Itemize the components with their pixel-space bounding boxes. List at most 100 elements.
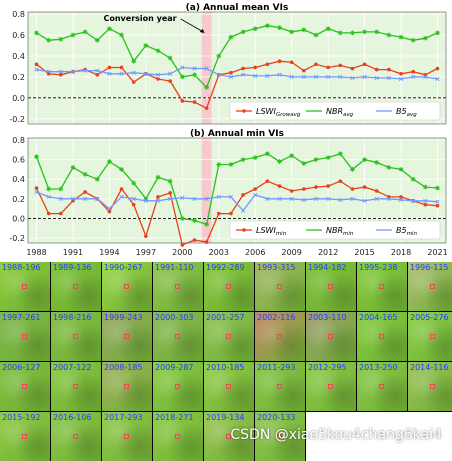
data-point (107, 26, 112, 32)
legend-label: NBRavg (326, 107, 354, 118)
data-point (374, 160, 380, 165)
thumbnail-label: 2020-133 (257, 413, 296, 422)
data-point (398, 167, 404, 172)
sample-marker (379, 384, 384, 389)
data-point (386, 196, 392, 201)
data-point (326, 184, 330, 188)
data-point (119, 65, 124, 70)
data-point (338, 179, 343, 183)
thumbnail-tile: 2010-185 (204, 362, 254, 411)
data-point (70, 69, 76, 74)
data-point (241, 193, 245, 197)
data-point (277, 196, 282, 201)
data-point (399, 71, 403, 76)
chart-title: (b) Annual min VIs (190, 129, 284, 139)
thumbnail-label: 1998-216 (53, 313, 92, 322)
data-point (313, 32, 319, 38)
annotation-arrowhead (199, 29, 205, 33)
data-point (143, 196, 149, 202)
legend-series-name: NBR (326, 226, 343, 235)
data-point (192, 238, 197, 242)
data-point (34, 62, 39, 67)
data-point (168, 191, 172, 195)
thumbnail-label: 1993-315 (257, 263, 296, 272)
sample-marker (430, 334, 435, 339)
sample-marker (175, 434, 180, 439)
data-point (338, 63, 343, 68)
thumbnail-label: 2006-127 (2, 363, 41, 372)
thumbnail-tile: 2005-276 (408, 312, 452, 361)
data-point (58, 36, 64, 42)
x-tick-label: 2006 (245, 248, 265, 257)
y-tick-label: -0.2 (9, 234, 25, 243)
data-point (82, 29, 88, 35)
panel-annual-mean: -0.2 0.0 0.2 0.4 0.6 0.8 (a) Annual mean VIs LS… (9, 3, 447, 125)
data-point (216, 53, 222, 59)
thumbnail-tile: 1995-238 (357, 262, 407, 311)
thumbnail-label: 1988-196 (2, 263, 41, 272)
data-point (423, 198, 428, 203)
data-point (277, 159, 282, 164)
y-tick-label: 0.0 (12, 214, 25, 223)
data-point (34, 189, 39, 195)
sample-marker (277, 384, 282, 389)
data-point (131, 80, 136, 84)
data-point (398, 76, 404, 82)
data-point (180, 99, 185, 103)
data-point (58, 196, 63, 201)
sample-marker (124, 384, 129, 389)
data-point (144, 234, 148, 238)
data-point (131, 70, 136, 75)
sample-marker (379, 334, 384, 339)
data-point (229, 70, 233, 75)
data-point (435, 76, 440, 82)
chart-title: (a) Annual mean VIs (186, 3, 289, 13)
data-point (192, 196, 197, 201)
data-point (95, 68, 100, 73)
data-point (155, 72, 161, 77)
legend-series-subscript: avg (343, 112, 354, 118)
data-point (326, 65, 330, 70)
sample-marker (226, 334, 231, 339)
sample-marker (328, 384, 333, 389)
y-tick-label: 0.8 (12, 136, 25, 145)
data-point (362, 185, 367, 189)
thumbnail-label: 2002-116 (257, 313, 296, 322)
y-tick-label: 0.6 (12, 31, 25, 40)
series-line-b5 (36, 191, 438, 212)
data-point (289, 60, 294, 65)
annotation-text: Conversion year (103, 14, 176, 23)
data-point (119, 71, 124, 76)
sample-marker (277, 334, 282, 339)
thumbnail-grid: 1988-196 1989-136 1990-267 1991-110 1992-289… (0, 262, 452, 461)
thumbnail-label: 2008-185 (104, 363, 143, 372)
data-point (374, 75, 379, 81)
sample-marker (22, 334, 27, 339)
data-point (240, 157, 246, 162)
thumbnail-label: 1994-182 (308, 263, 347, 272)
data-point (374, 189, 379, 193)
data-point (107, 209, 112, 214)
data-point (252, 26, 258, 32)
thumbnail-label: 1995-238 (359, 263, 398, 272)
x-tick-label: 2009 (282, 248, 302, 257)
data-point (59, 73, 63, 77)
data-point (228, 34, 234, 40)
data-point (131, 180, 137, 186)
thumbnail-tile: 2013-250 (357, 362, 407, 411)
thumbnail-label: 2003-110 (308, 313, 347, 322)
legend-series-subscript: Growavg (276, 112, 301, 118)
data-point (168, 71, 173, 76)
data-point (265, 179, 270, 183)
data-point (240, 72, 246, 77)
data-point (277, 25, 282, 31)
annotation-arrow (180, 18, 204, 33)
data-point (411, 74, 416, 80)
shared-x-axis: 1988 1991 1994 1997 2000 2003 2006 2009 2012 2015… (26, 248, 447, 257)
legend-series-subscript: min (407, 231, 418, 237)
data-point (399, 195, 403, 199)
thumbnail-tile: 1990-267 (102, 262, 152, 311)
data-point (314, 62, 318, 67)
thumbnail-tile: 2011-293 (255, 362, 305, 411)
data-point (58, 69, 63, 74)
